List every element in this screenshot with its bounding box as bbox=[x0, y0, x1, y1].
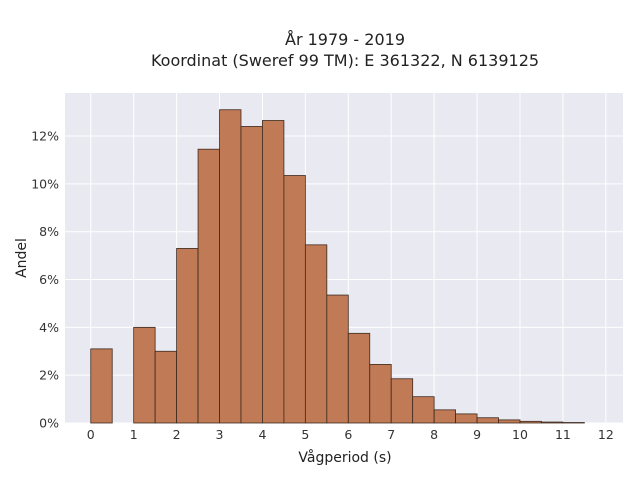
histogram-bar bbox=[219, 109, 242, 424]
x-tick-labels: 0 1 2 3 4 5 6 7 8 9 10 11 12 bbox=[87, 427, 614, 442]
y-tick-labels: 0% 2% 4% 6% 8% 10% 12% bbox=[31, 129, 59, 431]
y-tick-label: 8% bbox=[39, 224, 59, 239]
y-tick-label: 4% bbox=[39, 320, 59, 335]
y-tick-label: 0% bbox=[39, 416, 59, 431]
histogram-bar bbox=[326, 294, 349, 424]
histogram-bar bbox=[412, 396, 435, 424]
histogram-bar bbox=[498, 419, 521, 424]
histogram-bar bbox=[541, 421, 564, 424]
histogram-bar bbox=[262, 120, 285, 424]
histogram-bar bbox=[133, 326, 156, 424]
x-tick-label: 12 bbox=[598, 427, 614, 442]
histogram-bar bbox=[154, 350, 177, 424]
y-tick-label: 12% bbox=[31, 129, 59, 144]
x-tick-label: 4 bbox=[258, 427, 266, 442]
x-tick-label: 7 bbox=[387, 427, 395, 442]
histogram-bar bbox=[433, 409, 456, 424]
histogram-bar bbox=[176, 248, 199, 424]
histogram-bar bbox=[476, 417, 499, 424]
x-tick-label: 6 bbox=[344, 427, 352, 442]
x-tick-label: 2 bbox=[173, 427, 181, 442]
histogram-bar bbox=[197, 148, 220, 424]
chart-title-line-1: År 1979 - 2019 bbox=[285, 30, 405, 49]
histogram-bar bbox=[90, 348, 113, 424]
x-axis-label: Vågperiod (s) bbox=[298, 449, 391, 466]
histogram-bar bbox=[240, 126, 263, 424]
histogram-bar bbox=[283, 175, 306, 424]
x-tick-label: 8 bbox=[430, 427, 438, 442]
histogram-bar bbox=[519, 420, 542, 424]
histogram-bar bbox=[369, 364, 392, 424]
histogram-bar bbox=[347, 332, 371, 424]
y-tick-label: 10% bbox=[31, 176, 59, 191]
y-axis-label: Andel bbox=[14, 238, 30, 278]
histogram-bar bbox=[390, 378, 414, 424]
histogram-bar bbox=[455, 413, 478, 424]
x-tick-label: 3 bbox=[216, 427, 224, 442]
x-tick-label: 1 bbox=[130, 427, 138, 442]
bar-layer bbox=[90, 109, 585, 424]
y-tick-label: 6% bbox=[39, 272, 59, 287]
y-tick-label: 2% bbox=[39, 368, 59, 383]
x-tick-label: 0 bbox=[87, 427, 95, 442]
x-tick-label: 11 bbox=[555, 427, 571, 442]
x-tick-label: 10 bbox=[512, 427, 528, 442]
x-tick-label: 5 bbox=[301, 427, 309, 442]
histogram-bar bbox=[304, 244, 328, 424]
x-tick-label: 9 bbox=[473, 427, 481, 442]
chart-title-line-2: Koordinat (Sweref 99 TM): E 361322, N 61… bbox=[151, 51, 539, 70]
